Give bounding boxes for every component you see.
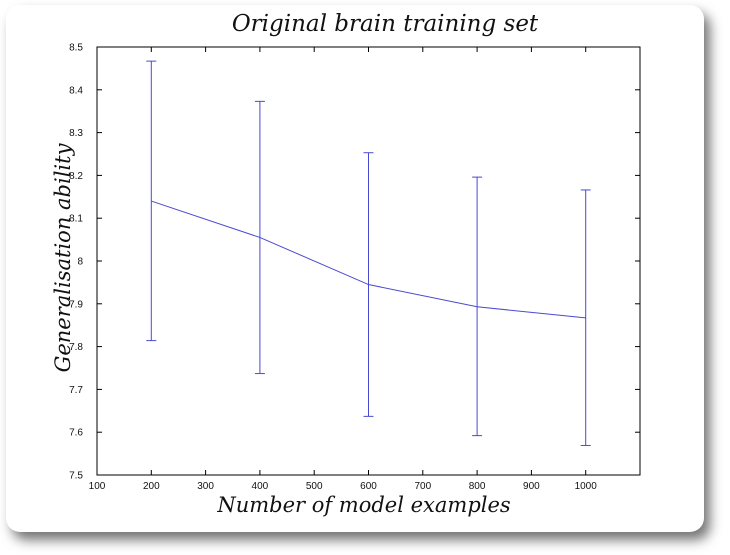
y-tick-label: 7.6 (69, 428, 83, 439)
x-tick-label: 1000 (575, 481, 598, 492)
y-tick-label: 8 (77, 257, 83, 268)
y-tick-label: 8.5 (69, 43, 83, 54)
y-tick-label: 8.1 (69, 214, 83, 225)
x-tick-label: 800 (469, 481, 486, 492)
chart-title: Original brain training set (232, 11, 539, 37)
x-tick-label: 300 (197, 481, 214, 492)
x-tick-label: 200 (143, 481, 160, 492)
y-tick-label: 8.3 (69, 128, 83, 139)
axis-ticks: 100 200 300 400 500 600 700 800 900 1000 7.5 7.6 7.7… (69, 43, 640, 492)
y-tick-label: 8.4 (69, 85, 83, 96)
x-tick-label: 100 (89, 481, 106, 492)
y-axis-label: Generalisation ability (51, 142, 75, 372)
x-axis-label: Number of model examples (216, 493, 511, 517)
y-tick-label: 7.5 (69, 471, 83, 482)
y-tick-label: 7.9 (69, 299, 83, 310)
x-tick-label: 700 (414, 481, 431, 492)
x-tick-label: 400 (252, 481, 269, 492)
data-marks (146, 60, 591, 446)
figure-card (6, 5, 704, 532)
y-tick-label: 7.8 (69, 342, 83, 353)
y-tick-label: 7.7 (69, 385, 83, 396)
x-tick-label: 900 (523, 481, 540, 492)
y-tick-label: 8.2 (69, 171, 83, 182)
x-tick-label: 600 (360, 481, 377, 492)
x-tick-label: 500 (306, 481, 323, 492)
